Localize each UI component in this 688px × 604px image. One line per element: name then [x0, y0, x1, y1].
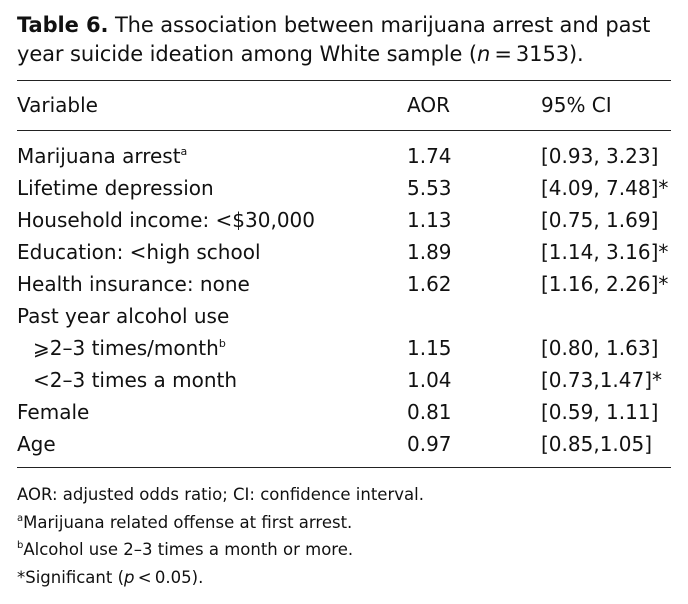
row-aor: 1.89	[407, 240, 452, 264]
row-ci: [0.80, 1.63]	[541, 336, 659, 360]
row-aor: 0.81	[407, 400, 452, 424]
table-row: Marijuana arresta 1.74 [0.93, 3.23]	[17, 140, 671, 172]
row-variable: Past year alcohol use	[17, 304, 230, 328]
top-rule	[17, 80, 671, 81]
row-ci: [4.09, 7.48]*	[541, 176, 669, 200]
footnote-sig-p: p	[124, 567, 135, 587]
row-ci: [0.59, 1.11]	[541, 400, 659, 424]
row-variable: Female	[17, 400, 90, 424]
footnote-a-text: Marijuana related offense at first arres…	[23, 512, 353, 532]
row-ci: [0.73,1.47]*	[541, 368, 663, 392]
row-aor: 0.97	[407, 432, 452, 456]
table-caption: Table 6. The association between marijua…	[17, 11, 657, 69]
table-row: Household income: <$30,000 1.13 [0.75, 1…	[17, 204, 671, 236]
table-row-group-heading: Past year alcohol use	[17, 300, 671, 332]
header-variable: Variable	[17, 93, 98, 117]
row-variable: ⩾2–3 times/monthb	[33, 336, 226, 360]
caption-text: The association between marijuana arrest…	[17, 13, 651, 66]
row-aor: 1.62	[407, 272, 452, 296]
footnote-b: bAlcohol use 2–3 times a month or more.	[17, 536, 671, 564]
row-ci: [0.75, 1.69]	[541, 208, 659, 232]
footnote-sig-before: *Significant (	[17, 567, 125, 587]
table-row: ⩾2–3 times/monthb 1.15 [0.80, 1.63]	[17, 332, 671, 364]
row-variable: Health insurance: none	[17, 272, 250, 296]
bottom-rule	[17, 467, 671, 468]
table-row: Age 0.97 [0.85,1.05]	[17, 428, 671, 460]
row-variable: Age	[17, 432, 56, 456]
row-ci: [1.14, 3.16]*	[541, 240, 669, 264]
table-footnotes: AOR: adjusted odds ratio; CI: confidence…	[17, 481, 671, 591]
row-aor: 1.74	[407, 144, 452, 168]
header-rule	[17, 130, 671, 131]
header-aor: AOR	[407, 93, 450, 117]
row-variable: Lifetime depression	[17, 176, 214, 200]
row-ci: [1.16, 2.26]*	[541, 272, 669, 296]
footnote-significance: *Significant (p < 0.05).	[17, 564, 671, 592]
row-variable: Marijuana arresta	[17, 144, 188, 168]
footnote-abbreviations: AOR: adjusted odds ratio; CI: confidence…	[17, 485, 424, 504]
footnote-a-mark: a	[17, 512, 24, 524]
row-variable: Household income: <$30,000	[17, 208, 316, 232]
footnote-marker-a: a	[180, 145, 188, 158]
header-ci: 95% CI	[541, 93, 612, 117]
row-ci: [0.85,1.05]	[541, 432, 653, 456]
footnote-b-mark: b	[17, 540, 24, 551]
footnote-a: aMarijuana related offense at first arre…	[17, 509, 671, 537]
row-aor: 1.13	[407, 208, 452, 232]
row-aor: 1.04	[407, 368, 452, 392]
table-row: Lifetime depression 5.53 [4.09, 7.48]*	[17, 172, 671, 204]
header-row: Variable AOR 95% CI	[17, 89, 671, 121]
table-row: Female 0.81 [0.59, 1.11]	[17, 396, 671, 428]
row-aor: 5.53	[407, 176, 452, 200]
row-variable: <2–3 times a month	[33, 368, 238, 392]
row-aor: 1.15	[407, 336, 452, 360]
caption-n-value: = 3153).	[490, 42, 584, 66]
table-row: <2–3 times a month 1.04 [0.73,1.47]*	[17, 364, 671, 396]
caption-n-symbol: n	[477, 42, 491, 66]
row-ci: [0.93, 3.23]	[541, 144, 659, 168]
table-row: Health insurance: none 1.62 [1.16, 2.26]…	[17, 268, 671, 300]
footnote-marker-b: b	[218, 337, 226, 350]
footnote-sig-after: < 0.05).	[134, 567, 204, 587]
footnote-b-text: Alcohol use 2–3 times a month or more.	[23, 540, 354, 559]
row-variable: Education: <high school	[17, 240, 261, 264]
table-label: Table 6.	[17, 13, 109, 37]
table-row: Education: <high school 1.89 [1.14, 3.16…	[17, 236, 671, 268]
